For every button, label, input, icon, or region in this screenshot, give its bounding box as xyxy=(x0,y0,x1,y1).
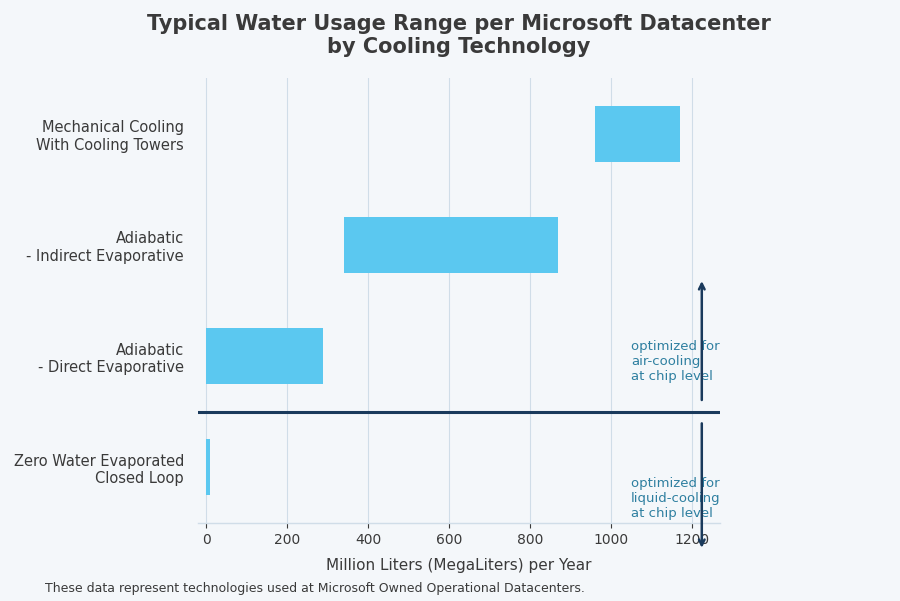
Text: optimized for
air-cooling
at chip level: optimized for air-cooling at chip level xyxy=(631,340,720,383)
Bar xyxy=(595,106,680,162)
Text: optimized for
liquid-cooling
at chip level: optimized for liquid-cooling at chip lev… xyxy=(631,477,721,520)
Bar xyxy=(344,217,558,273)
Text: These data represent technologies used at Microsoft Owned Operational Datacenter: These data represent technologies used a… xyxy=(45,582,585,595)
X-axis label: Million Liters (MegaLiters) per Year: Million Liters (MegaLiters) per Year xyxy=(326,558,592,573)
Bar xyxy=(206,328,323,384)
Title: Typical Water Usage Range per Microsoft Datacenter
by Cooling Technology: Typical Water Usage Range per Microsoft … xyxy=(147,14,771,57)
Bar xyxy=(206,439,210,495)
